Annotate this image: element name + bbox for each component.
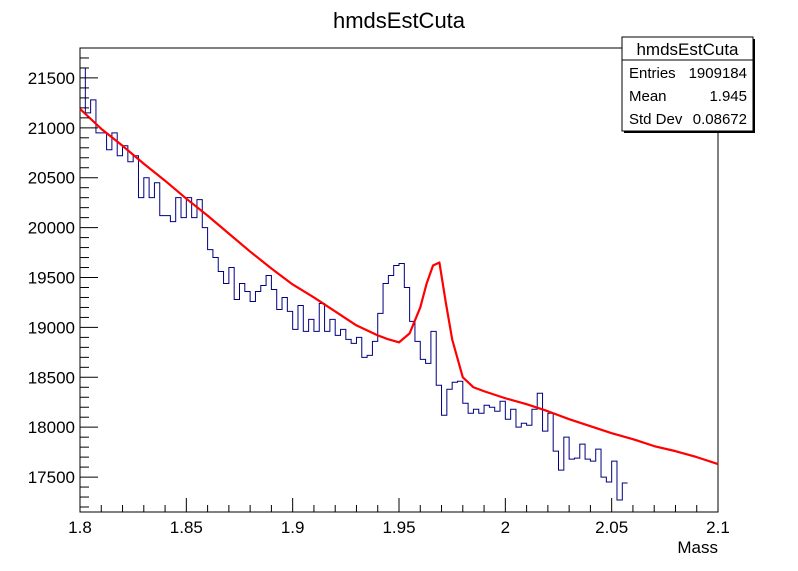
stats-value: 0.08672	[693, 111, 747, 128]
y-tick-label: 20500	[28, 169, 75, 188]
fit-curve	[79, 108, 719, 466]
stats-label: Std Dev	[629, 111, 683, 128]
x-tick-label: 2.1	[706, 518, 730, 537]
x-tick-label: 1.85	[170, 518, 203, 537]
y-tick-label: 18000	[28, 418, 75, 437]
x-tick-label: 1.95	[382, 518, 415, 537]
axes: 1.8 1.85 1.9 1.95 2 2.05 2.1 17500 18000 18500 190…	[28, 47, 730, 537]
y-tick-label: 17500	[28, 468, 75, 487]
x-tick-label: 1.9	[281, 518, 305, 537]
stats-value: 1.945	[709, 88, 747, 105]
stats-box-bg	[621, 36, 754, 132]
stats-label: Mean	[629, 88, 667, 105]
fit-series	[79, 108, 719, 466]
stats-value: 1909184	[689, 65, 747, 82]
stats-title: hmdsEstCuta	[636, 40, 739, 59]
y-tick-label: 19000	[28, 318, 75, 337]
x-tick-label: 1.8	[68, 518, 92, 537]
x-tick-label: 2.05	[595, 518, 628, 537]
x-tick-label: 2	[501, 518, 510, 537]
y-tick-label: 19500	[28, 269, 75, 288]
stats-label: Entries	[629, 65, 676, 82]
histogram-series	[80, 67, 628, 501]
chart-title: hmdsEstCuta	[333, 8, 466, 33]
histogram-line	[80, 67, 628, 501]
y-tick-label: 18500	[28, 368, 75, 387]
y-tick-label: 20000	[28, 219, 75, 238]
y-tick-label: 21500	[28, 69, 75, 88]
y-tick-label: 21000	[28, 119, 75, 138]
x-axis-label: Mass	[677, 538, 718, 557]
stats-box: hmdsEstCuta Entries 1909184 Mean 1.945 Std De…	[621, 36, 755, 133]
